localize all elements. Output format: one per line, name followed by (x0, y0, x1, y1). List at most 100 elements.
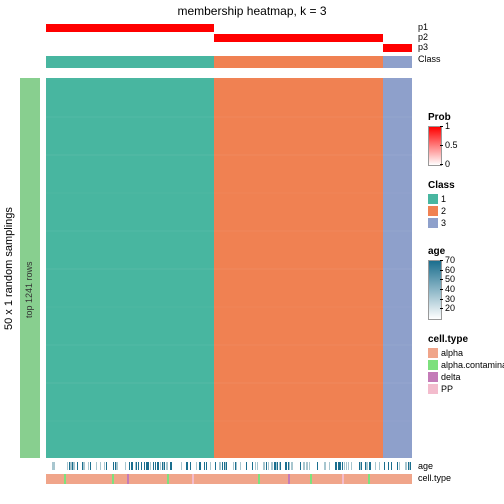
age-tick (136, 462, 137, 470)
age-tick (367, 462, 368, 470)
age-tick (391, 462, 392, 470)
age-tick (360, 462, 361, 470)
age-tick (271, 462, 272, 470)
p-track-fg (46, 24, 214, 32)
age-tick (96, 462, 97, 470)
age-tick (224, 462, 225, 470)
age-tick (369, 462, 370, 470)
legend-item: alpha (428, 348, 463, 358)
age-tick (384, 462, 385, 470)
legend-swatch (428, 206, 438, 216)
age-tick (252, 462, 253, 470)
age-tick (146, 462, 147, 470)
heatmap-texture (46, 230, 412, 232)
age-tick (190, 462, 191, 470)
legend-gradient (428, 126, 442, 166)
left-small-label: top 1241 rows (24, 228, 34, 318)
age-tick (236, 462, 237, 470)
age-tick (100, 462, 101, 470)
age-tick (113, 462, 114, 470)
age-tick (309, 462, 310, 470)
legend-tick-label: 40 (445, 284, 455, 294)
age-tick (226, 462, 227, 470)
age-tick (285, 462, 286, 470)
p-track-bg (46, 44, 412, 52)
age-tick (88, 462, 89, 470)
age-tick (342, 462, 343, 470)
celltype-tick (258, 474, 260, 484)
age-tick (84, 462, 85, 470)
legend-tick-label: 20 (445, 303, 455, 313)
age-tick (335, 462, 336, 470)
age-tick (255, 462, 256, 470)
age-tick (286, 462, 287, 470)
legend-tick-label: 70 (445, 255, 455, 265)
legend-tick-label: 50 (445, 274, 455, 284)
age-tick (329, 462, 330, 470)
age-tick (196, 462, 197, 470)
age-tick (397, 462, 398, 470)
heatmap-texture (46, 192, 412, 194)
age-tick (366, 462, 367, 470)
legend-tick (440, 126, 443, 127)
legend-tick-label: 0 (445, 159, 450, 169)
celltype-tick (342, 474, 344, 484)
legend-item: alpha.contaminated (428, 360, 504, 370)
legend-item: 2 (428, 206, 446, 216)
heatmap-texture (46, 344, 412, 346)
celltype-tick (167, 474, 169, 484)
bottom-track-label: age (418, 461, 433, 471)
legend-tick (440, 164, 443, 165)
age-tick (141, 462, 142, 470)
age-tick (138, 462, 139, 470)
age-track (46, 462, 412, 470)
age-tick (263, 462, 264, 470)
legend-title: age (428, 246, 445, 257)
legend-label: delta (441, 372, 461, 382)
heatmap-texture (46, 268, 412, 270)
age-tick (268, 462, 269, 470)
age-tick (181, 462, 182, 470)
legend-item: 3 (428, 218, 446, 228)
age-tick (206, 462, 207, 470)
age-tick (325, 462, 326, 470)
legend-title: Class (428, 180, 455, 191)
age-tick (409, 462, 410, 470)
legend-tick (440, 299, 443, 300)
age-tick (399, 462, 400, 470)
age-tick (289, 462, 290, 470)
legend-label: 2 (441, 206, 446, 216)
age-tick (129, 462, 130, 470)
age-tick (158, 462, 159, 470)
celltype-tick (288, 474, 290, 484)
legend-item: PP (428, 384, 453, 394)
legend-swatch (428, 384, 438, 394)
legend-tick (440, 145, 443, 146)
legend-swatch (428, 360, 438, 370)
top-track-label: Class (418, 54, 478, 64)
age-tick (388, 462, 389, 470)
age-tick (275, 462, 276, 470)
age-tick (266, 462, 267, 470)
legend-label: alpha.contaminated (441, 360, 504, 370)
legend-title: cell.type (428, 334, 468, 345)
age-tick (304, 462, 305, 470)
age-tick (317, 462, 318, 470)
heatmap-texture (46, 420, 412, 422)
age-tick (166, 462, 167, 470)
age-tick (351, 462, 352, 470)
age-tick (365, 462, 366, 470)
age-tick (215, 462, 216, 470)
age-tick (379, 462, 380, 470)
legend-tick-label: 1 (445, 121, 450, 131)
heatmap-texture (46, 306, 412, 308)
age-tick (240, 462, 241, 470)
age-tick (72, 462, 73, 470)
celltype-tick (192, 474, 194, 484)
age-tick (144, 462, 145, 470)
age-tick (90, 462, 91, 470)
chart-title: membership heatmap, k = 3 (0, 4, 504, 18)
age-tick (235, 462, 236, 470)
class-track-segment (214, 56, 382, 68)
age-tick (167, 462, 168, 470)
